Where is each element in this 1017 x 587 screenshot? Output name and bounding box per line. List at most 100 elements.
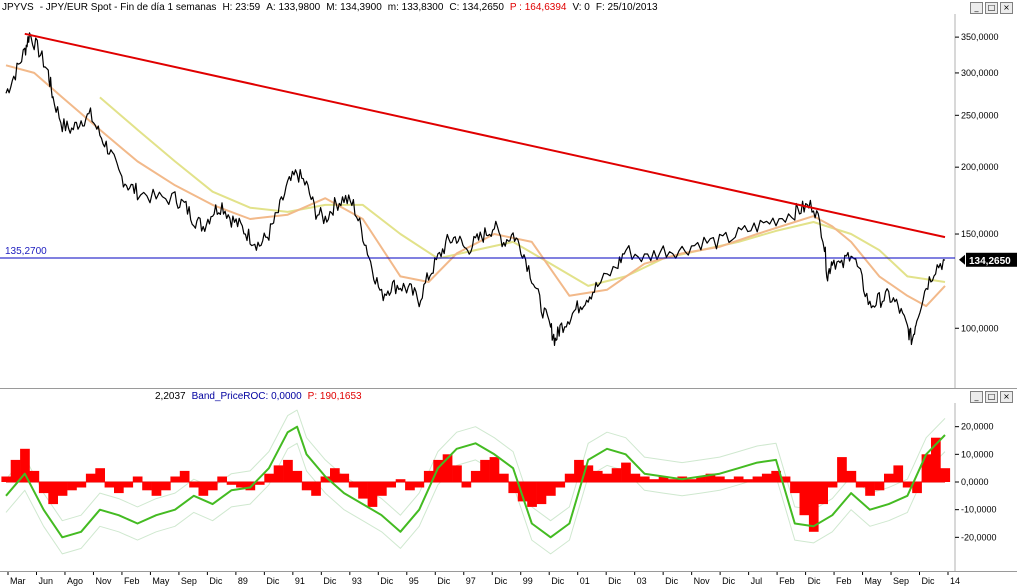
roc-chart-svg[interactable]: 20,0000 10,0000 0,0000 -10,0000 -20,0000 [0, 389, 1017, 571]
x-tick-label: 99 [523, 576, 533, 586]
roc-bar [855, 482, 866, 488]
roc-bar [170, 476, 181, 482]
roc-bar [912, 482, 922, 494]
roc-bar [301, 482, 312, 491]
ma-fast-series [5, 64, 946, 308]
p-label: P : 164,6394 [509, 2, 567, 13]
roc-bar [921, 454, 932, 482]
roc-bar [423, 470, 434, 482]
roc-bar [517, 482, 528, 502]
roc-bar [377, 482, 387, 496]
roc-bar [142, 482, 152, 491]
roc-bar [198, 482, 209, 496]
roc-bar [320, 476, 331, 482]
close-label: C: 134,2650 [449, 2, 504, 13]
roc-chart-pane[interactable]: 20,0000 10,0000 0,0000 -10,0000 -20,0000 2,2… [0, 389, 1017, 572]
roc-bar [85, 473, 96, 482]
roc-bar [236, 482, 246, 488]
roc-tick-label: 20,0000 [961, 422, 994, 432]
x-tick-label: Mar [10, 576, 26, 586]
roc-bar [367, 482, 378, 507]
price-tick-label: 150,0000 [961, 229, 999, 239]
x-tick-label: 97 [466, 576, 476, 586]
close-button[interactable]: × [1000, 391, 1013, 403]
x-tick-label: Sep [181, 576, 197, 586]
price-tick-label: 100,0000 [961, 323, 999, 333]
roc-bar [865, 482, 875, 496]
x-tick-label: Dic [209, 576, 222, 586]
roc-bar [808, 482, 819, 532]
close-button[interactable]: × [1000, 2, 1013, 14]
x-tick-label: 03 [637, 576, 647, 586]
roc-bar [95, 468, 105, 482]
roc-bar [207, 482, 218, 491]
roc-bar [452, 465, 462, 482]
roc-bar [442, 454, 453, 482]
maximize-button[interactable]: □ [985, 391, 998, 403]
roc-bar [20, 448, 30, 482]
price-tick-label: 200,0000 [961, 162, 999, 172]
price-tick-label: 350,0000 [961, 32, 999, 42]
x-tick-label: Dic [323, 576, 336, 586]
roc-bar [311, 482, 321, 496]
roc-bar [179, 470, 190, 482]
roc-bar [264, 473, 274, 482]
x-tick-label: Dic [437, 576, 450, 586]
maximize-button[interactable]: □ [985, 2, 998, 14]
x-tick-label: Nov [95, 576, 112, 586]
minimize-button[interactable]: _ [970, 391, 983, 403]
min-label: m: 133,8300 [387, 2, 444, 13]
roc-bar [67, 482, 77, 491]
roc-bar [790, 482, 800, 494]
price-chart-pane[interactable]: 100,0000 150,0000 200,0000 250,0000 300,0000… [0, 0, 1017, 389]
roc-bar [527, 482, 537, 507]
x-tick-label: Sep [893, 576, 909, 586]
roc-bar [940, 468, 951, 482]
x-tick-label: Dic [808, 576, 821, 586]
roc-tick-label: 0,0000 [961, 477, 989, 487]
roc-tick-label: -10,0000 [961, 505, 997, 515]
price-chart-svg[interactable]: 100,0000 150,0000 200,0000 250,0000 300,0000… [0, 0, 1017, 388]
date-label: F: 25/10/2013 [595, 2, 658, 13]
last-price-pointer [959, 254, 965, 265]
last-price-label: 134,2650 [969, 256, 1011, 267]
roc-bar [546, 482, 556, 496]
x-tick-label: Ago [67, 576, 83, 586]
roc-bar [668, 479, 678, 482]
roc-bar [57, 482, 68, 496]
description-label: - JPY/EUR Spot - Fin de día 1 semanas [39, 2, 217, 13]
roc-bar [339, 473, 350, 482]
roc-bar [649, 479, 659, 482]
roc-bar [884, 473, 894, 482]
roc-bar [104, 482, 115, 488]
roc-bar [161, 482, 171, 491]
roc-bar [583, 465, 594, 482]
roc-bar [395, 479, 406, 482]
x-tick-label: 93 [352, 576, 362, 586]
price-tick-label: 300,0000 [961, 68, 999, 78]
roc-bar [29, 470, 40, 482]
minimize-button[interactable]: _ [970, 2, 983, 14]
roc-bar [10, 459, 21, 482]
roc-bar [273, 465, 284, 482]
price-series [5, 32, 946, 346]
roc-bar [433, 459, 443, 482]
roc-bar [123, 482, 134, 488]
roc-bar [611, 468, 622, 482]
x-tick-label: Nov [694, 576, 711, 586]
roc-bar [630, 473, 641, 482]
roc-bar [715, 476, 725, 482]
open-label: A: 133,9800 [266, 2, 321, 13]
roc-bar [414, 482, 425, 488]
roc-bar [283, 459, 293, 482]
bottom-window-buttons: _ □ × [970, 391, 1013, 403]
roc-bar [818, 482, 828, 505]
x-tick-label: Dic [608, 576, 621, 586]
roc-bar [893, 465, 904, 482]
roc-bar [1, 476, 12, 482]
x-tick-label: Dic [722, 576, 735, 586]
roc-bar [480, 459, 490, 482]
time-axis-svg: Mar Jun Ago Nov Feb May Sep Dic 89 Dic 91 Dic 93 Dic 9… [7, 572, 960, 586]
roc-bar [733, 476, 744, 482]
roc-bar [358, 482, 368, 499]
